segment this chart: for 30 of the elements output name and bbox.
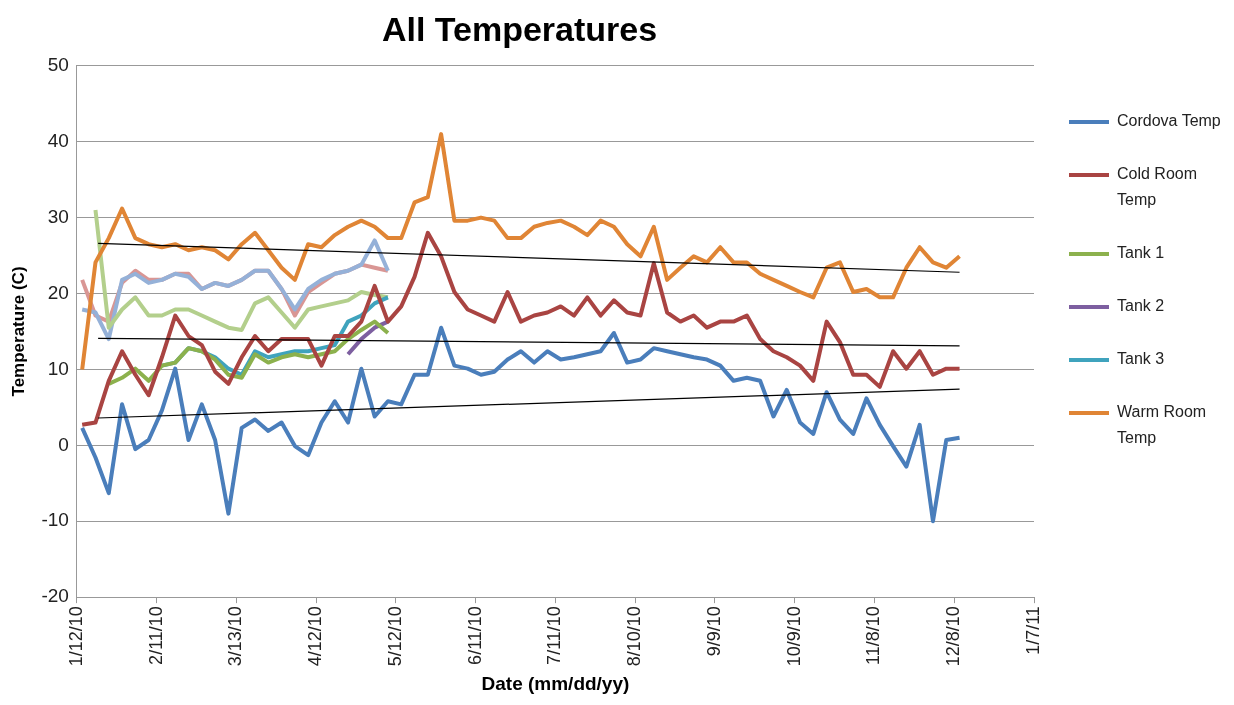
x-tick-label: 2/11/10 bbox=[145, 606, 166, 665]
legend-label: Tank 2 bbox=[1117, 295, 1166, 316]
x-tick-label: 5/12/10 bbox=[384, 606, 405, 667]
y-tick-label: 20 bbox=[47, 281, 69, 303]
legend-label: Warm Room Temp bbox=[1117, 401, 1208, 448]
y-tick-label: -10 bbox=[41, 509, 69, 531]
y-tick-label: 50 bbox=[47, 54, 69, 76]
x-tick-label: 8/10/10 bbox=[624, 606, 645, 667]
x-axis-title: Date (mm/dd/yy) bbox=[481, 672, 630, 694]
y-axis-title: Temperature (C) bbox=[8, 266, 28, 397]
x-tick-label: 3/13/10 bbox=[225, 606, 246, 667]
x-tick-label: 1/12/10 bbox=[65, 606, 86, 667]
x-tick-label: 1/7/11 bbox=[1022, 606, 1043, 655]
x-tick-label: 6/11/10 bbox=[464, 606, 485, 665]
x-tick-label: 11/8/10 bbox=[863, 606, 884, 665]
legend-label: Cold Room Temp bbox=[1117, 163, 1199, 210]
x-tick-label: 12/8/10 bbox=[943, 606, 964, 667]
legend-label: Tank 3 bbox=[1117, 348, 1166, 369]
x-tick-label: 10/9/10 bbox=[783, 606, 804, 667]
y-tick-label: 40 bbox=[47, 129, 69, 151]
legend-label: Tank 1 bbox=[1117, 242, 1166, 263]
x-tick-label: 7/11/10 bbox=[544, 606, 565, 665]
x-tick-label: 4/12/10 bbox=[305, 606, 326, 667]
y-tick-label: 0 bbox=[58, 433, 69, 455]
y-tick-label: -20 bbox=[41, 585, 69, 607]
y-tick-label: 10 bbox=[47, 357, 69, 379]
x-tick-label: 9/9/10 bbox=[703, 606, 724, 657]
y-tick-label: 30 bbox=[47, 205, 69, 227]
legend-label: Cordova Temp bbox=[1117, 110, 1222, 131]
chart-title: All Temperatures bbox=[381, 9, 658, 48]
